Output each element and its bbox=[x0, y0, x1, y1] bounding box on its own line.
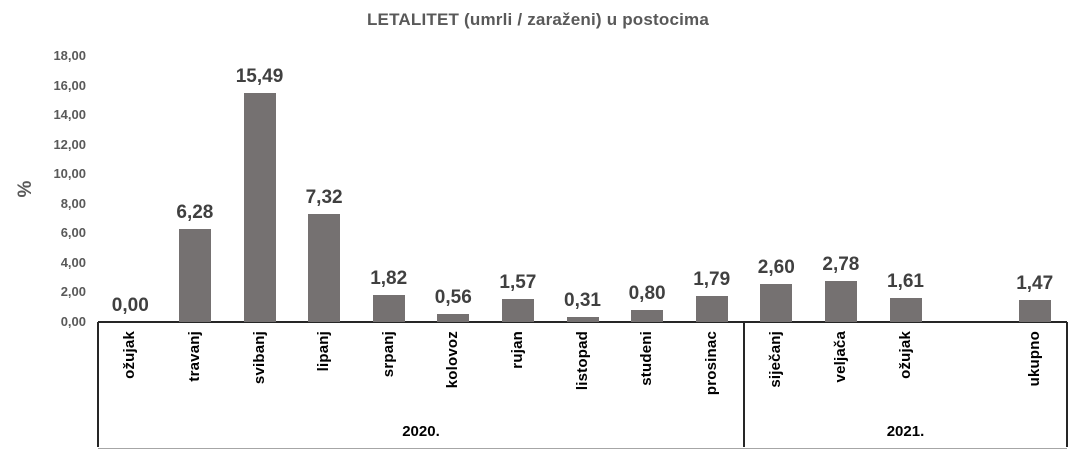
bar bbox=[760, 283, 793, 322]
y-tick-label: 4,00 bbox=[60, 254, 86, 270]
month-label: listopad bbox=[573, 331, 591, 391]
bar-value-label: 2,78 bbox=[822, 253, 860, 275]
month-label: svibanj bbox=[250, 331, 268, 385]
x-axis-line bbox=[98, 321, 1067, 323]
bar bbox=[372, 295, 405, 322]
category-box-left-border bbox=[97, 322, 99, 447]
bar-value-label: 7,32 bbox=[305, 186, 343, 208]
bar-value-label: 1,61 bbox=[887, 271, 924, 293]
bar-value-label: 1,47 bbox=[1016, 273, 1054, 295]
bar bbox=[631, 310, 664, 322]
bar bbox=[695, 295, 728, 322]
bar-value-label: 15,49 bbox=[235, 66, 284, 88]
bar bbox=[501, 298, 534, 322]
y-tick-label: 2,00 bbox=[60, 284, 86, 300]
month-label: rujan bbox=[508, 331, 526, 369]
y-tick-label: 12,00 bbox=[53, 136, 86, 152]
bar-value-label: 0,80 bbox=[628, 283, 666, 305]
bar-value-label: 0,56 bbox=[434, 286, 472, 308]
month-label: veljača bbox=[831, 331, 849, 383]
bar-value-label: 0,31 bbox=[564, 290, 601, 312]
month-label: prosinac bbox=[702, 331, 720, 396]
month-label: srpanj bbox=[379, 331, 397, 378]
category-box-bottom-border bbox=[98, 448, 1067, 449]
bar bbox=[243, 93, 276, 322]
year-label: 2020. bbox=[402, 423, 440, 440]
chart-title: LETALITET (umrli / zaraženi) u postocima bbox=[366, 10, 710, 29]
bar bbox=[308, 213, 341, 322]
year-divider-line bbox=[743, 322, 745, 447]
bar bbox=[178, 229, 211, 322]
bar bbox=[437, 313, 470, 322]
category-box-right-border bbox=[1066, 322, 1068, 447]
y-tick-label: 14,00 bbox=[53, 107, 86, 123]
y-tick-label: 16,00 bbox=[53, 77, 86, 93]
y-tick-label: 6,00 bbox=[60, 225, 86, 241]
month-label: ožujak bbox=[121, 331, 139, 379]
y-tick-label: 10,00 bbox=[53, 166, 86, 182]
bar bbox=[889, 298, 922, 322]
bar bbox=[824, 280, 857, 322]
bar-value-label: 0,00 bbox=[111, 295, 149, 316]
month-label: ukupno bbox=[1025, 331, 1043, 387]
y-tick-label: 8,00 bbox=[60, 195, 86, 211]
month-label: studeni bbox=[638, 331, 656, 386]
bar-value-label: 2,60 bbox=[757, 256, 795, 278]
bar bbox=[1018, 300, 1051, 322]
month-label: ožujak bbox=[896, 331, 914, 379]
bar-value-label: 1,57 bbox=[499, 271, 537, 293]
bar bbox=[566, 317, 599, 322]
year-label: 2021. bbox=[886, 423, 925, 440]
month-label: kolovoz bbox=[444, 331, 462, 389]
month-label: travanj bbox=[185, 331, 203, 382]
month-label: siječanj bbox=[767, 331, 785, 388]
month-label: lipanj bbox=[315, 331, 333, 372]
y-tick-label: 0,00 bbox=[60, 314, 86, 329]
bar-value-label: 6,28 bbox=[176, 202, 214, 224]
bar-value-label: 1,82 bbox=[370, 268, 408, 290]
bar-value-label: 1,79 bbox=[693, 268, 731, 290]
y-tick-label: 18,00 bbox=[53, 48, 86, 63]
